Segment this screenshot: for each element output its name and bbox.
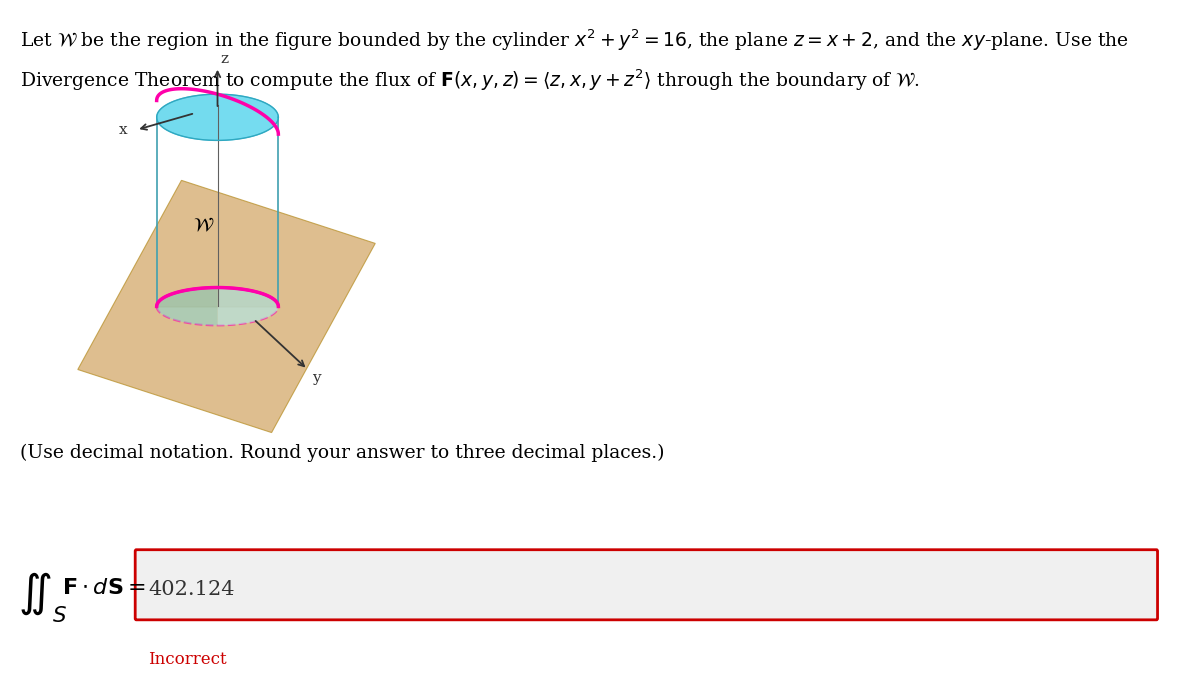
Text: x: x <box>119 123 127 137</box>
Text: $\mathbf{F} \cdot d\mathbf{S} =$: $\mathbf{F} \cdot d\mathbf{S} =$ <box>62 576 146 599</box>
Text: z: z <box>221 52 229 66</box>
Text: Divergence Theorem to compute the flux of $\mathbf{F}(x, y, z) = \langle z, x, y: Divergence Theorem to compute the flux o… <box>20 68 920 94</box>
FancyBboxPatch shape <box>135 550 1158 620</box>
Text: Incorrect: Incorrect <box>148 651 227 668</box>
Polygon shape <box>217 94 279 325</box>
Polygon shape <box>157 94 217 325</box>
Text: Let $\mathcal{W}$ be the region in the figure bounded by the cylinder $x^2 + y^2: Let $\mathcal{W}$ be the region in the f… <box>20 27 1129 53</box>
Text: $\iint_S$: $\iint_S$ <box>18 571 66 625</box>
Text: $\mathcal{W}$: $\mathcal{W}$ <box>193 217 215 235</box>
Text: 402.124: 402.124 <box>148 580 235 599</box>
Text: y: y <box>312 371 320 385</box>
Polygon shape <box>157 94 279 140</box>
Text: (Use decimal notation. Round your answer to three decimal places.): (Use decimal notation. Round your answer… <box>20 444 664 462</box>
Polygon shape <box>78 180 375 433</box>
